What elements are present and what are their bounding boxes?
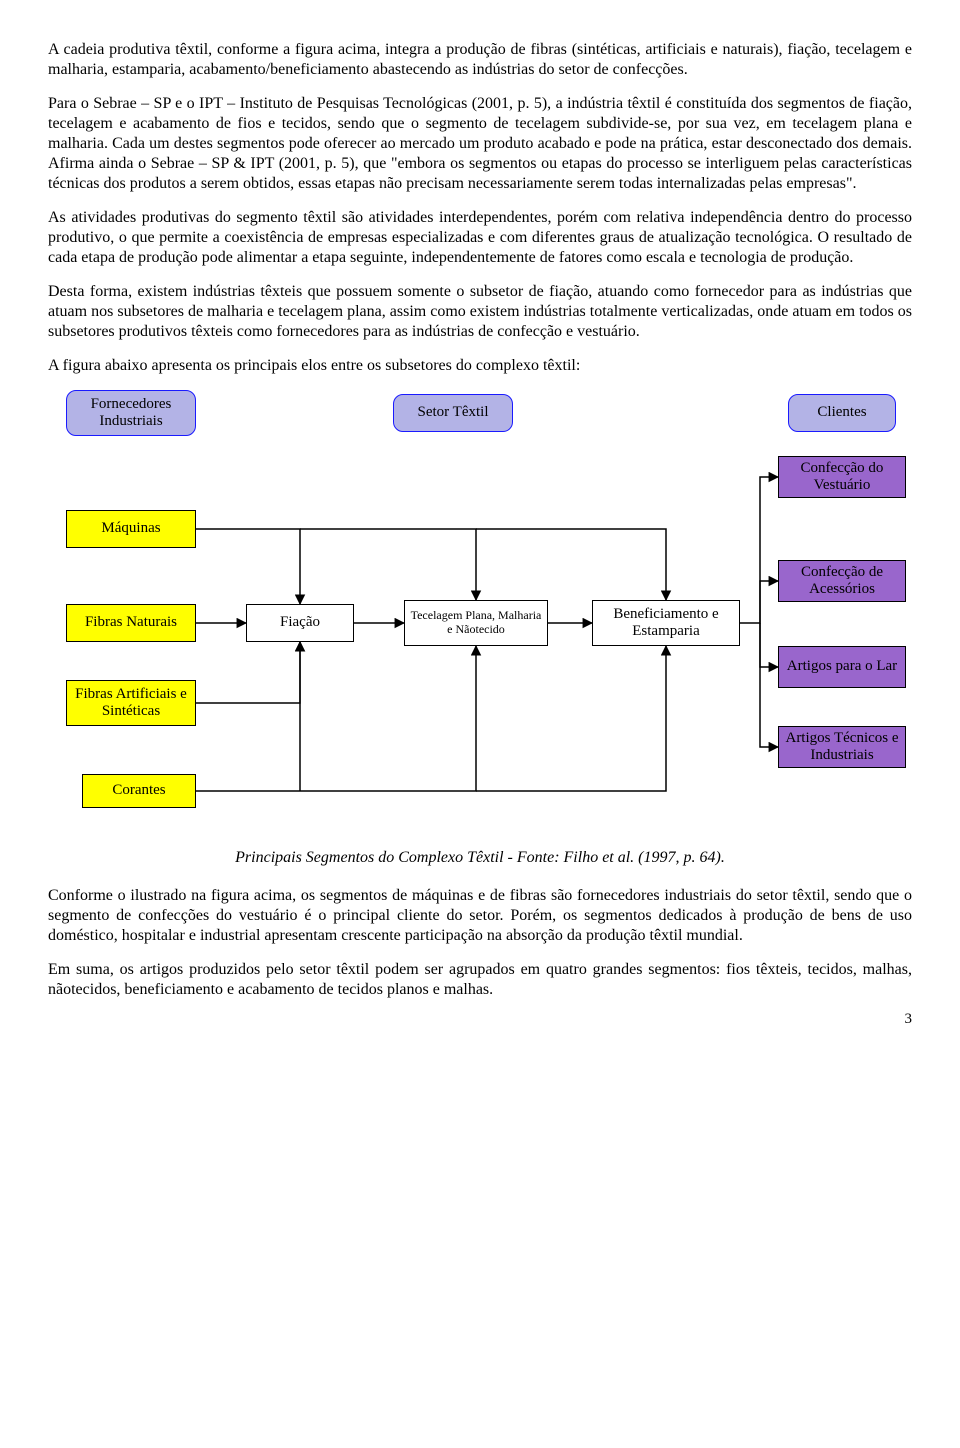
- node-acess: Confecção de Acessórios: [778, 560, 906, 602]
- paragraph-7: Em suma, os artigos produzidos pelo seto…: [48, 960, 912, 1000]
- diagram-textile-chain: Fornecedores Industriais Setor Têxtil Clie…: [48, 390, 912, 840]
- figure-caption: Principais Segmentos do Complexo Têxtil …: [48, 848, 912, 868]
- paragraph-1: A cadeia produtiva têxtil, conforme a fi…: [48, 40, 912, 80]
- node-benef: Beneficiamento e Estamparia: [592, 600, 740, 646]
- paragraph-6: Conforme o ilustrado na figura acima, os…: [48, 886, 912, 946]
- node-fibrasnat: Fibras Naturais: [66, 604, 196, 642]
- node-fibrasart: Fibras Artificiais e Sintéticas: [66, 680, 196, 726]
- paragraph-4: Desta forma, existem indústrias têxteis …: [48, 282, 912, 342]
- paragraph-2: Para o Sebrae – SP e o IPT – Instituto d…: [48, 94, 912, 194]
- paragraph-3: As atividades produtivas do segmento têx…: [48, 208, 912, 268]
- paragraph-5: A figura abaixo apresenta os principais …: [48, 356, 912, 376]
- node-tecelagem: Tecelagem Plana, Malharia e Nãotecido: [404, 600, 548, 646]
- node-tecind: Artigos Técnicos e Industriais: [778, 726, 906, 768]
- node-corantes: Corantes: [82, 774, 196, 808]
- node-maquinas: Máquinas: [66, 510, 196, 548]
- page-number: 3: [48, 1010, 912, 1029]
- node-setor: Setor Têxtil: [393, 394, 513, 432]
- node-fornecedores: Fornecedores Industriais: [66, 390, 196, 436]
- node-lar: Artigos para o Lar: [778, 646, 906, 688]
- node-fiacao: Fiação: [246, 604, 354, 642]
- node-vest: Confecção do Vestuário: [778, 456, 906, 498]
- node-clientes: Clientes: [788, 394, 896, 432]
